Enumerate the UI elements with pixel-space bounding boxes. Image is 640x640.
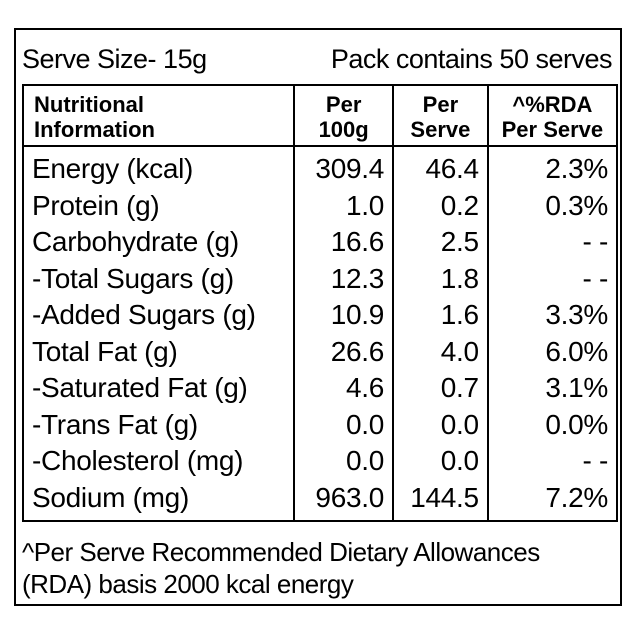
nutrient-value: - - — [486, 224, 619, 261]
nutrient-name: -Added Sugars (g) — [21, 297, 296, 334]
nutrient-value: 0.3% — [486, 187, 619, 224]
nutrient-name: Protein (g) — [21, 187, 296, 224]
nutrient-value: 0.0 — [293, 406, 394, 443]
nutrient-value: 16.6 — [293, 224, 394, 261]
table-body: Energy (kcal) 309.4 46.4 2.3% Protein (g) 1.0… — [21, 146, 619, 521]
header-line: Nutritional — [34, 92, 144, 117]
serve-size: Serve Size- 15g — [22, 44, 207, 74]
header-line: ^%RDA — [512, 92, 593, 117]
nutrient-value: - - — [486, 260, 619, 297]
nutrient-value: 1.0 — [293, 187, 394, 224]
footnote-line: (RDA) basis 2000 kcal energy — [22, 569, 354, 599]
header-line: Per — [325, 92, 362, 117]
nutrient-value: 2.5 — [392, 224, 489, 261]
table-row: -Total Sugars (g) 12.3 1.8- - — [21, 260, 619, 297]
nutrient-name: -Saturated Fat (g) — [21, 370, 296, 407]
nutrient-value: 4.0 — [392, 333, 489, 370]
nutrient-name: -Total Sugars (g) — [21, 260, 296, 297]
nutrient-value: 0.2 — [392, 187, 489, 224]
column-header: ^%RDA Per Serve — [486, 84, 619, 147]
nutrient-value: 0.7 — [392, 370, 489, 407]
nutrient-value: 0.0 — [293, 443, 394, 480]
footnote: ^Per Serve Recommended Dietary Allowance… — [22, 536, 540, 600]
nutrient-value: 1.6 — [392, 297, 489, 334]
table-row: Carbohydrate (g) 16.6 2.5- - — [21, 224, 619, 261]
nutrient-name: -Cholesterol (mg) — [21, 443, 296, 480]
table-row: Total Fat (g) 26.6 4.0 6.0% — [21, 333, 619, 370]
nutrient-name: Sodium (mg) — [21, 479, 296, 521]
nutrient-name: Total Fat (g) — [21, 333, 296, 370]
nutrient-name: Carbohydrate (g) — [21, 224, 296, 261]
nutrition-label: Serve Size- 15g Pack contains 50 serves … — [14, 28, 622, 606]
nutrient-value: 26.6 — [293, 333, 394, 370]
nutrient-value: 1.8 — [392, 260, 489, 297]
nutrient-value: - - — [486, 443, 619, 480]
header-line: Serve — [410, 117, 471, 142]
nutrient-value: 7.2% — [486, 479, 619, 521]
table-row: -Saturated Fat (g) 4.6 0.7 3.1% — [21, 370, 619, 407]
column-header: Per Serve — [392, 84, 489, 147]
nutrient-value: 309.4 — [293, 146, 394, 188]
nutrient-name: Energy (kcal) — [21, 146, 296, 188]
nutrient-value: 3.1% — [486, 370, 619, 407]
nutrient-name: -Trans Fat (g) — [21, 406, 296, 443]
header-line: Per — [422, 92, 459, 117]
table-row: -Added Sugars (g) 10.9 1.6 3.3% — [21, 297, 619, 334]
column-header: Nutritional Information — [21, 84, 296, 147]
table-row: Sodium (mg) 963.0 144.5 7.2% — [21, 479, 619, 521]
table-row: -Trans Fat (g) 0.0 0.0 0.0% — [21, 406, 619, 443]
nutrient-value: 46.4 — [392, 146, 489, 188]
nutrition-table: Nutritional Information Per 100g Per Serve ^%R… — [21, 84, 619, 522]
pack-info: Pack contains 50 serves — [330, 44, 613, 74]
nutrient-value: 3.3% — [486, 297, 619, 334]
nutrient-value: 4.6 — [293, 370, 394, 407]
footnote-line: ^Per Serve Recommended Dietary Allowance… — [22, 537, 540, 567]
column-header: Per 100g — [293, 84, 394, 147]
header-row: Nutritional Information Per 100g Per Serve ^%R… — [21, 84, 619, 147]
nutrient-value: 0.0 — [392, 406, 489, 443]
header-line: 100g — [318, 117, 369, 142]
table-row: -Cholesterol (mg) 0.0 0.0- - — [21, 443, 619, 480]
table-row: Energy (kcal) 309.4 46.4 2.3% — [21, 146, 619, 188]
header-line: Information — [34, 117, 155, 142]
nutrient-value: 0.0% — [486, 406, 619, 443]
nutrient-value: 6.0% — [486, 333, 619, 370]
nutrient-value: 12.3 — [293, 260, 394, 297]
nutrient-value: 2.3% — [486, 146, 619, 188]
table-row: Protein (g) 1.0 0.2 0.3% — [21, 187, 619, 224]
header-line: Per Serve — [501, 117, 604, 142]
nutrient-value: 144.5 — [392, 479, 489, 521]
nutrient-value: 10.9 — [293, 297, 394, 334]
nutrient-value: 0.0 — [392, 443, 489, 480]
nutrient-value: 963.0 — [293, 479, 394, 521]
